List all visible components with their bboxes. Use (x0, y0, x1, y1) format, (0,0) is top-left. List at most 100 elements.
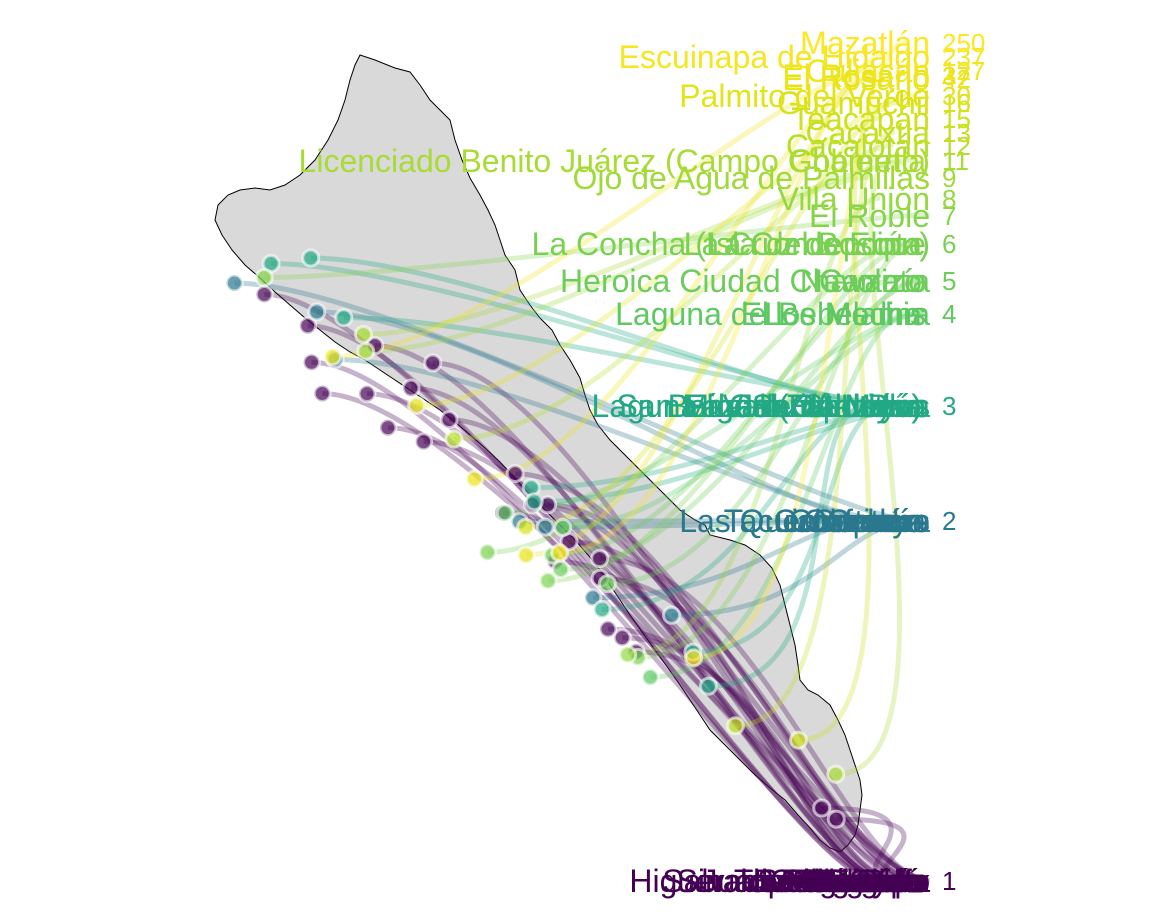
rank-number: 3 (942, 391, 956, 421)
rank-number: 250 (942, 28, 985, 58)
locality-label: Escuinapa de Hidalgo (619, 39, 930, 75)
locality-label: Laguna de Santa María (592, 388, 927, 424)
locality-label: Navolato (804, 863, 930, 899)
locality-label: Heroica Ciudad Chavarría (560, 263, 930, 299)
flow-line (264, 212, 930, 281)
rank-number: 15 (942, 104, 971, 134)
locality-point (826, 764, 846, 784)
flow-line (332, 67, 872, 360)
locality-points (224, 248, 846, 829)
rank-number: 2 (942, 506, 956, 536)
locality-point (334, 308, 354, 328)
locality-label: Juan Aldama (737, 388, 922, 424)
locality-point (464, 469, 484, 489)
locality-point (423, 353, 443, 373)
flow-line (735, 129, 896, 729)
locality-label: Cosalá (822, 863, 922, 899)
rank-number: 37 (942, 61, 971, 91)
locality-point (640, 667, 660, 687)
locality-point (444, 429, 464, 449)
locality-label: Copaco (812, 503, 922, 539)
flow-line (607, 277, 920, 587)
locality-label: Guasave (798, 863, 926, 899)
locality-point (298, 316, 318, 336)
locality-point (535, 517, 555, 537)
locality-point (698, 676, 718, 696)
rank-number: 30 (942, 81, 971, 111)
flow-line (836, 816, 909, 883)
flow-line (798, 115, 881, 743)
flow-line (474, 75, 873, 482)
locality-point (353, 324, 373, 344)
locality-point (590, 549, 610, 569)
locality-label: Teacapán (791, 101, 930, 137)
locality-label: Colotitlán (789, 503, 922, 539)
locality-label: Cofradía (803, 503, 926, 539)
flow-line (310, 255, 875, 408)
flow-line (547, 502, 885, 883)
locality-label: San Blas (802, 388, 930, 424)
locality-label: Palmito del Verde (679, 78, 930, 114)
locality-point (378, 418, 398, 438)
locality-point (407, 396, 427, 416)
locality-label: Topolobampo (734, 863, 926, 899)
rank-number: 12 (942, 131, 971, 161)
locality-label: Villa Unión (778, 181, 930, 217)
flow-line (322, 390, 929, 883)
locality-label: Tacuichamona (724, 503, 931, 539)
locality-label: Badiraguato (753, 863, 926, 899)
flow-line (234, 280, 912, 523)
rank-number: 9 (942, 163, 956, 193)
locality-label: El Roble (809, 198, 930, 234)
locality-point (826, 809, 846, 829)
locality-label: Escuinapa (781, 863, 931, 899)
rank-number: 237 (942, 42, 985, 72)
flow-line (600, 575, 918, 883)
locality-label: Chametla (789, 143, 926, 179)
flow-line (505, 310, 925, 516)
flow-line (693, 39, 909, 661)
locality-label: Sinaloa de Leyva (676, 863, 922, 899)
locality-label: El Rosario (782, 58, 930, 94)
locality-label: Guamúchil (777, 85, 930, 121)
flow-line (607, 626, 910, 883)
flow-line (526, 72, 877, 558)
locality-label: El Valle de Leyva (685, 388, 930, 424)
rank-number: 16 (942, 88, 971, 118)
locality-label: Isla del Bosque (707, 226, 926, 262)
flow-line (552, 277, 896, 558)
locality-label: Ahome (821, 863, 922, 899)
locality-point (598, 619, 618, 639)
locality-point (224, 273, 244, 293)
rank-number: 4 (942, 299, 956, 329)
locality-label: Las Quemazones (679, 503, 930, 539)
locality-label: Caimanero (773, 503, 930, 539)
locality-point (812, 798, 832, 818)
flow-line (411, 385, 885, 883)
locality-point (662, 605, 682, 625)
locality-label: El Fuerte (792, 863, 922, 899)
locality-label: Rosario (812, 863, 922, 899)
flow-line (560, 277, 926, 572)
locality-label: Gabriel Leyva (729, 388, 927, 424)
flow-line (311, 359, 882, 883)
locality-point (516, 517, 536, 537)
locality-point (516, 545, 536, 565)
locality-label: Choix (848, 863, 930, 899)
locality-point (477, 542, 497, 562)
locality-label: Salvador Alvarado (662, 863, 922, 899)
flow-line (531, 402, 916, 491)
locality-point (553, 517, 573, 537)
locality-label: Costa Rica (770, 863, 927, 899)
locality-point (684, 648, 704, 668)
flow-line (374, 343, 885, 883)
flow-line (271, 261, 888, 408)
locality-label: Higuera de Zaragoza (629, 863, 930, 899)
flow-line (592, 517, 879, 601)
flow-line (627, 195, 881, 658)
flow-line (548, 240, 914, 584)
flow-line (671, 517, 920, 618)
locality-point (414, 432, 434, 452)
locality-label: Licenciado Benito Juárez (Campo Gobierno… (299, 143, 930, 179)
